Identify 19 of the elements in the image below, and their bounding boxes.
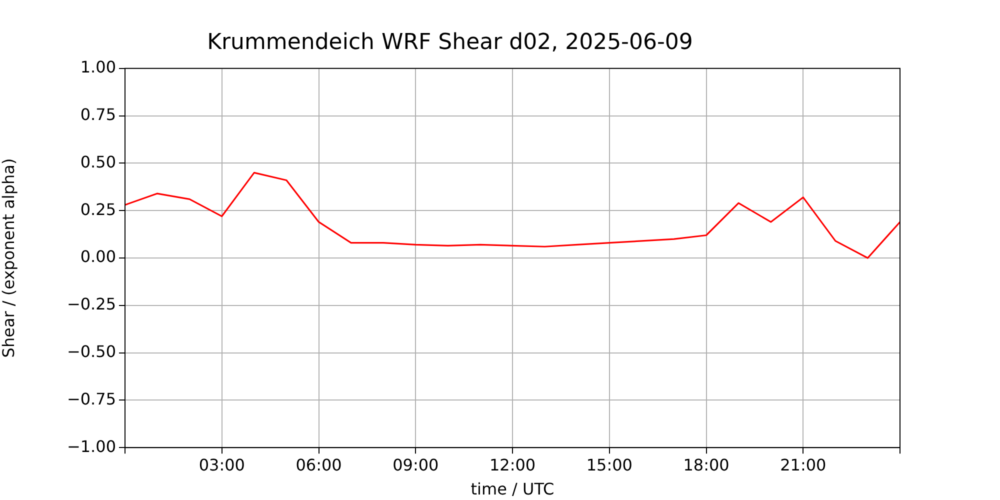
y-tick-label: 0.25 xyxy=(80,200,116,219)
y-tick-label: 1.00 xyxy=(80,58,116,77)
x-tick-label: 03:00 xyxy=(198,455,245,474)
x-axis-title: time / UTC xyxy=(470,480,554,499)
y-tick-label: 0.00 xyxy=(80,247,116,266)
y-tick-label: −0.75 xyxy=(66,389,116,408)
y-tick-label: −0.25 xyxy=(66,294,116,314)
chart-title: Krummendeich WRF Shear d02, 2025-06-09 xyxy=(207,30,693,55)
y-axis-title: Shear / (exponent alpha) xyxy=(0,158,18,358)
y-tick-label: −0.50 xyxy=(66,342,116,361)
y-tick-label: −1.00 xyxy=(66,436,116,456)
y-tick-label: 0.50 xyxy=(80,152,116,172)
x-tick-label: 15:00 xyxy=(586,455,632,474)
x-tick-label: 09:00 xyxy=(392,455,439,474)
x-tick-label: 18:00 xyxy=(683,455,730,474)
x-tick-label: 06:00 xyxy=(296,455,342,474)
x-tick-label: 12:00 xyxy=(489,455,536,474)
x-tick-label: 21:00 xyxy=(780,455,826,474)
y-tick-label: 0.75 xyxy=(80,104,116,124)
